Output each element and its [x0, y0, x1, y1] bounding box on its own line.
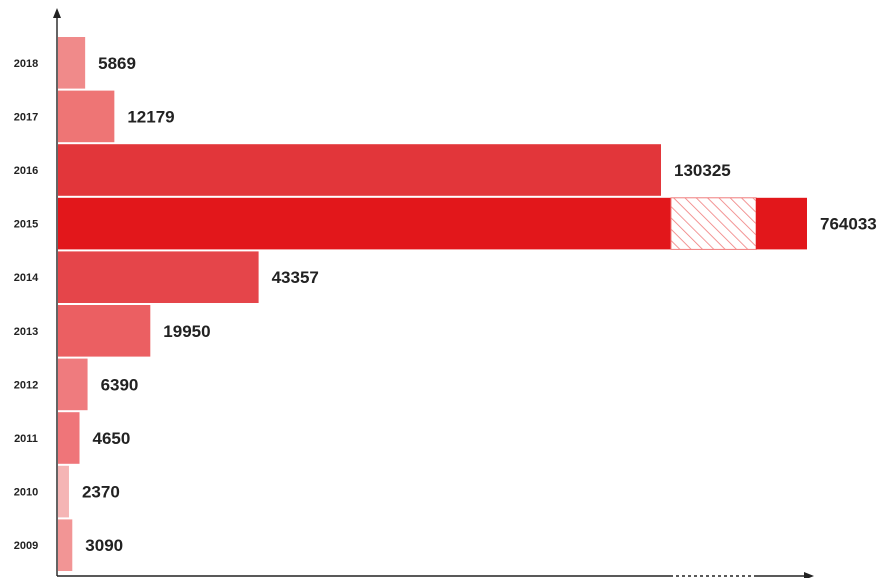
value-label-2010: 2370 [82, 483, 120, 502]
bar-2010 [58, 465, 69, 518]
bar-2012 [58, 358, 88, 411]
year-label-2009: 2009 [14, 540, 38, 552]
value-label-2012: 6390 [101, 375, 139, 394]
bar-2016 [58, 144, 661, 196]
x-axis-arrow [804, 572, 814, 578]
value-label-2011: 4650 [93, 429, 131, 448]
value-label-2017: 12179 [127, 107, 174, 126]
bar-2013 [58, 305, 151, 357]
bar-2015-tail [756, 197, 807, 250]
year-label-2010: 2010 [14, 487, 38, 499]
bar-2018 [58, 37, 86, 89]
value-label-2016: 130325 [674, 161, 731, 180]
axes-group [53, 8, 814, 578]
bar-2015 [58, 197, 671, 250]
value-label-2009: 3090 [85, 536, 123, 555]
year-label-2012: 2012 [14, 379, 38, 391]
bar-2015-axis-break [670, 197, 757, 250]
bar-2017 [58, 90, 115, 143]
year-label-2015: 2015 [14, 219, 38, 231]
y-axis-arrow [53, 8, 61, 18]
bar-2014 [58, 251, 259, 303]
year-label-2014: 2014 [14, 272, 39, 284]
year-label-2017: 2017 [14, 111, 38, 123]
value-label-2015: 764033 [820, 215, 877, 234]
year-label-2011: 2011 [14, 433, 38, 445]
bar-2009 [58, 519, 73, 571]
year-label-2018: 2018 [14, 58, 38, 70]
labels-group: 2018 5869 2017 12179 2016 130325 2015 764033 201… [14, 54, 877, 555]
value-label-2013: 19950 [163, 322, 210, 341]
value-label-2014: 43357 [272, 268, 319, 287]
value-label-2018: 5869 [98, 54, 136, 73]
year-label-2016: 2016 [14, 165, 38, 177]
year-label-2013: 2013 [14, 326, 38, 338]
bars-group [58, 37, 807, 571]
bar-2011 [58, 412, 80, 464]
